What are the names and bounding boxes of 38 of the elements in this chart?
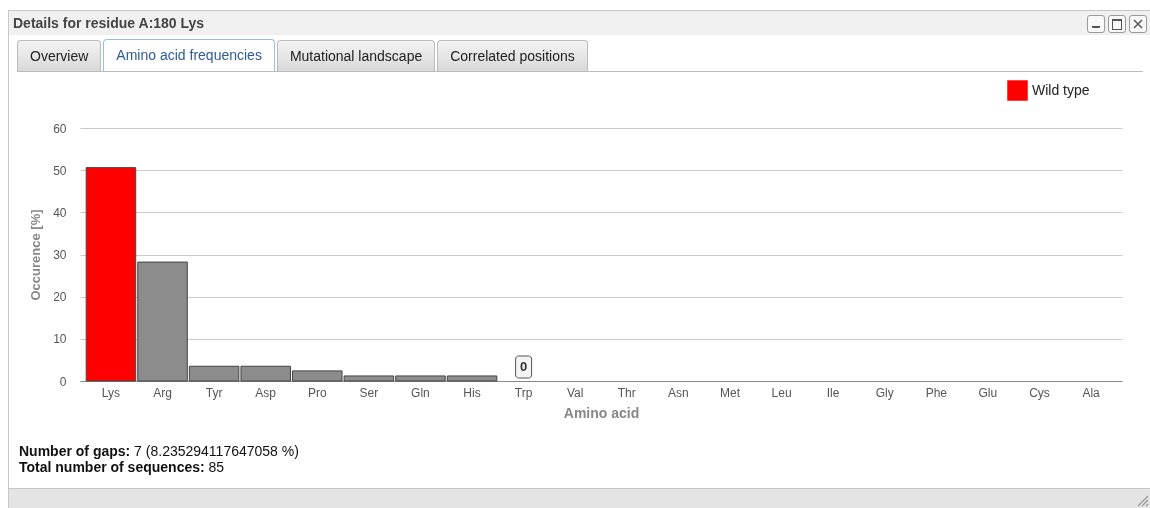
- y-tick-label: 20: [53, 290, 67, 305]
- y-tick-label: 30: [53, 248, 67, 262]
- y-tick-label: 60: [53, 121, 67, 136]
- text: Amino acid frequencies: [103, 39, 275, 71]
- y-tick-label: 10: [53, 332, 67, 347]
- y-tick-label: 50: [53, 163, 67, 178]
- x-tick-label: Pro: [307, 385, 327, 400]
- x-tick-label: Arg: [153, 385, 172, 400]
- y-tick-label: 40: [53, 205, 67, 220]
- x-tick-label: Thr: [617, 385, 636, 400]
- text: Number of gaps: 7 (8.235294117647058 %): [19, 443, 299, 459]
- x-tick-label: Val: [566, 385, 584, 400]
- x-tick-label: Ile: [826, 385, 840, 400]
- x-tick-label: Gly: [875, 385, 894, 400]
- text: Mutational landscape: [276, 40, 436, 71]
- x-tick-label: Met: [719, 385, 741, 400]
- x-tick-label: Leu: [771, 385, 792, 400]
- x-tick-label: Cys: [1029, 385, 1050, 400]
- y-tick-label: 0: [59, 374, 67, 389]
- x-tick-label: Ser: [359, 385, 379, 400]
- x-tick-label: Tyr: [205, 385, 223, 400]
- x-tick-label: His: [463, 385, 481, 400]
- x-tick-label: Phe: [925, 385, 948, 400]
- text: Overview: [17, 40, 102, 71]
- chart-title: Details for residue A:180 Lys: [9, 11, 1150, 35]
- x-tick-label: Ala: [1082, 385, 1101, 400]
- annotation: 0: [520, 359, 528, 374]
- x-axis-title: Amino acid: [563, 404, 640, 421]
- x-tick-label: Asn: [668, 385, 689, 400]
- x-tick-label: Glu: [978, 385, 998, 400]
- x-tick-label: Trp: [514, 385, 533, 400]
- legend-label: Wild type: [1032, 81, 1090, 98]
- x-tick-label: Lys: [101, 385, 121, 400]
- x-tick-label: Gln: [411, 385, 430, 400]
- x-tick-label: Asp: [255, 385, 277, 400]
- text: Correlated positions: [437, 40, 588, 71]
- text: Total number of sequences: 85: [19, 459, 226, 475]
- y-axis-title: Occurence [%]: [28, 209, 44, 301]
